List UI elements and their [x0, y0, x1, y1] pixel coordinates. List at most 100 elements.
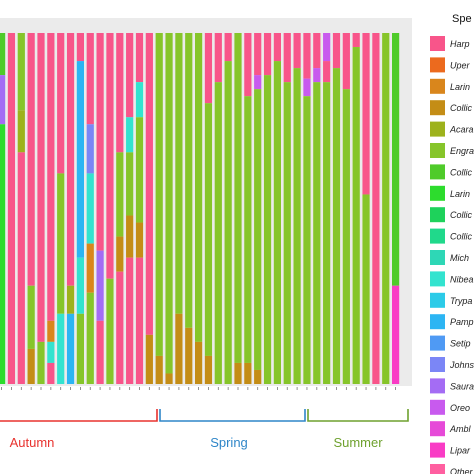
bar-39-segment-1: [372, 33, 380, 384]
bar-20-segment-1: [185, 33, 193, 328]
bar-5: [37, 33, 45, 384]
bar-26-segment-2: [244, 96, 252, 363]
legend-item-16: Johns: [430, 357, 474, 372]
bar-10-segment-4: [86, 243, 94, 293]
bar-6-segment-1: [47, 33, 55, 321]
bar-18: [165, 33, 173, 384]
season-label-summer: Summer: [333, 435, 383, 450]
bar-34-segment-2: [323, 61, 331, 83]
bar-28-segment-2: [263, 75, 272, 385]
bar-14-segment-5: [126, 257, 134, 384]
legend-label-11: Mich: [450, 253, 469, 263]
legend-swatch-12: [430, 271, 445, 287]
bar-3-segment-1: [17, 33, 25, 111]
bar-23-segment-2: [214, 82, 222, 384]
bar-21-segment-2: [195, 341, 203, 384]
bar-27: [254, 33, 262, 384]
season-bracket-autumn: [0, 409, 158, 422]
bar-27-segment-3: [254, 89, 262, 370]
legend-swatch-1: [430, 36, 445, 51]
bar-25-segment-2: [234, 362, 242, 384]
bar-40-segment-1: [382, 33, 390, 384]
bar-9-segment-1: [76, 33, 84, 62]
bar-24-segment-1: [224, 33, 232, 62]
legend-label-16: Johns: [449, 360, 474, 370]
bar-7-segment-3: [57, 313, 65, 384]
legend-item-14: Pamp: [430, 314, 474, 330]
bar-25-segment-1: [234, 33, 242, 363]
legend-label-13: Trypa: [450, 296, 472, 306]
bar-13-segment-3: [116, 236, 124, 272]
legend-label-4: Collic: [450, 103, 473, 113]
legend-item-15: Setip: [430, 335, 471, 351]
bar-36: [342, 33, 350, 384]
bar-18-segment-2: [165, 373, 173, 384]
bar-16-segment-1: [145, 33, 153, 335]
bar-10-segment-5: [86, 292, 94, 384]
bar-32-segment-1: [303, 33, 311, 79]
bar-33-segment-3: [313, 82, 321, 384]
bar-22-segment-1: [204, 33, 213, 104]
bar-9-segment-4: [76, 313, 84, 384]
bar-15-segment-3: [135, 117, 144, 223]
legend: Spe Harp Uper Larin Collic Acara Engra Collic La…: [430, 13, 474, 474]
bar-31: [293, 33, 301, 384]
bar-1-segment-1: [0, 33, 6, 76]
bar-6-segment-2: [47, 320, 55, 342]
bar-13: [116, 33, 124, 384]
bar-20: [185, 33, 193, 384]
legend-label-9: Collic: [450, 210, 473, 220]
bar-33-segment-1: [313, 33, 321, 69]
bar-3: [17, 33, 25, 384]
bar-30: [283, 33, 291, 384]
season-groups: Autumn Spring Summer: [0, 409, 409, 450]
bars-group: [0, 33, 400, 385]
legend-label-12: Nibea: [450, 274, 474, 284]
legend-label-2: Uper: [450, 60, 471, 70]
legend-item-8: Larin: [430, 185, 470, 201]
bar-4: [27, 33, 35, 384]
legend-label-7: Collic: [450, 167, 473, 177]
bar-37: [352, 33, 360, 384]
bar-8: [66, 33, 75, 384]
legend-label-19: Ambl: [449, 424, 472, 434]
legend-swatch-21: [430, 464, 445, 474]
bar-11-segment-3: [96, 320, 104, 384]
bar-19-segment-1: [175, 33, 183, 314]
bar-33: [313, 33, 321, 384]
bar-22: [204, 33, 213, 384]
bar-19-segment-2: [175, 313, 183, 384]
bar-10: [86, 33, 94, 384]
legend-item-4: Collic: [430, 100, 473, 116]
bar-11-segment-2: [96, 250, 104, 321]
bar-27-segment-1: [254, 33, 262, 76]
legend-label-21: Other: [450, 467, 474, 474]
legend-item-12: Nibea: [430, 271, 474, 287]
bar-32-segment-2: [303, 78, 311, 97]
bar-15-segment-5: [135, 257, 144, 384]
bar-23-segment-1: [214, 33, 222, 83]
legend-label-20: Lipar: [450, 446, 471, 456]
legend-swatch-10: [430, 228, 445, 244]
bar-3-segment-2: [17, 110, 25, 153]
bar-17: [155, 33, 163, 384]
bar-13-segment-4: [116, 271, 124, 384]
bar-10-segment-1: [86, 33, 94, 125]
bar-34-segment-1: [323, 33, 331, 62]
bar-11: [96, 33, 104, 384]
legend-item-7: Collic: [430, 164, 473, 180]
legend-item-1: Harp: [430, 36, 470, 51]
bar-14-segment-2: [126, 117, 134, 153]
bar-21: [195, 33, 203, 384]
season-label-autumn: Autumn: [10, 435, 55, 450]
bar-16: [145, 33, 153, 384]
bar-6-segment-3: [47, 341, 55, 363]
legend-swatch-5: [430, 121, 445, 137]
bar-14-segment-3: [126, 152, 134, 216]
legend-swatch-13: [430, 292, 445, 308]
bar-8-segment-3: [66, 313, 75, 384]
season-label-spring: Spring: [210, 435, 248, 450]
bar-37-segment-1: [352, 33, 360, 48]
bar-4-segment-3: [27, 348, 35, 384]
bar-7: [57, 33, 65, 384]
